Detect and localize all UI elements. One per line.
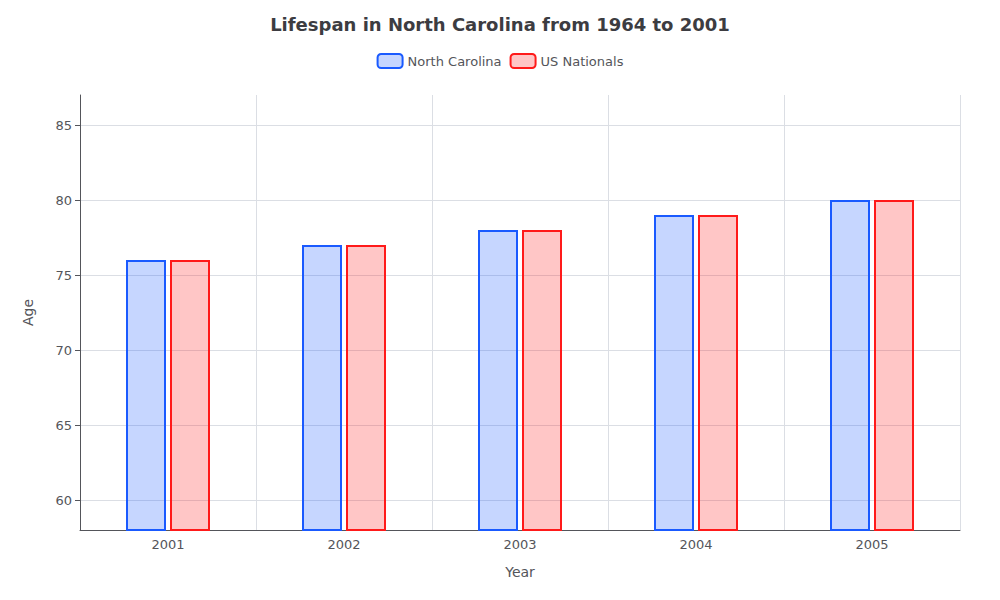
svg-text:Year: Year [504, 564, 535, 580]
svg-text:Age: Age [20, 299, 36, 326]
svg-text:80: 80 [55, 193, 72, 208]
svg-text:75: 75 [55, 268, 72, 283]
svg-text:North Carolina: North Carolina [408, 54, 502, 69]
svg-text:85: 85 [55, 118, 72, 133]
svg-text:2005: 2005 [855, 537, 888, 552]
svg-text:Lifespan in North Carolina fro: Lifespan in North Carolina from 1964 to … [270, 14, 730, 35]
svg-text:60: 60 [55, 493, 72, 508]
svg-text:70: 70 [55, 343, 72, 358]
svg-text:65: 65 [55, 418, 72, 433]
svg-text:2003: 2003 [503, 537, 536, 552]
svg-text:2001: 2001 [151, 537, 184, 552]
svg-text:2004: 2004 [679, 537, 712, 552]
svg-text:2002: 2002 [327, 537, 360, 552]
svg-text:US Nationals: US Nationals [541, 54, 624, 69]
